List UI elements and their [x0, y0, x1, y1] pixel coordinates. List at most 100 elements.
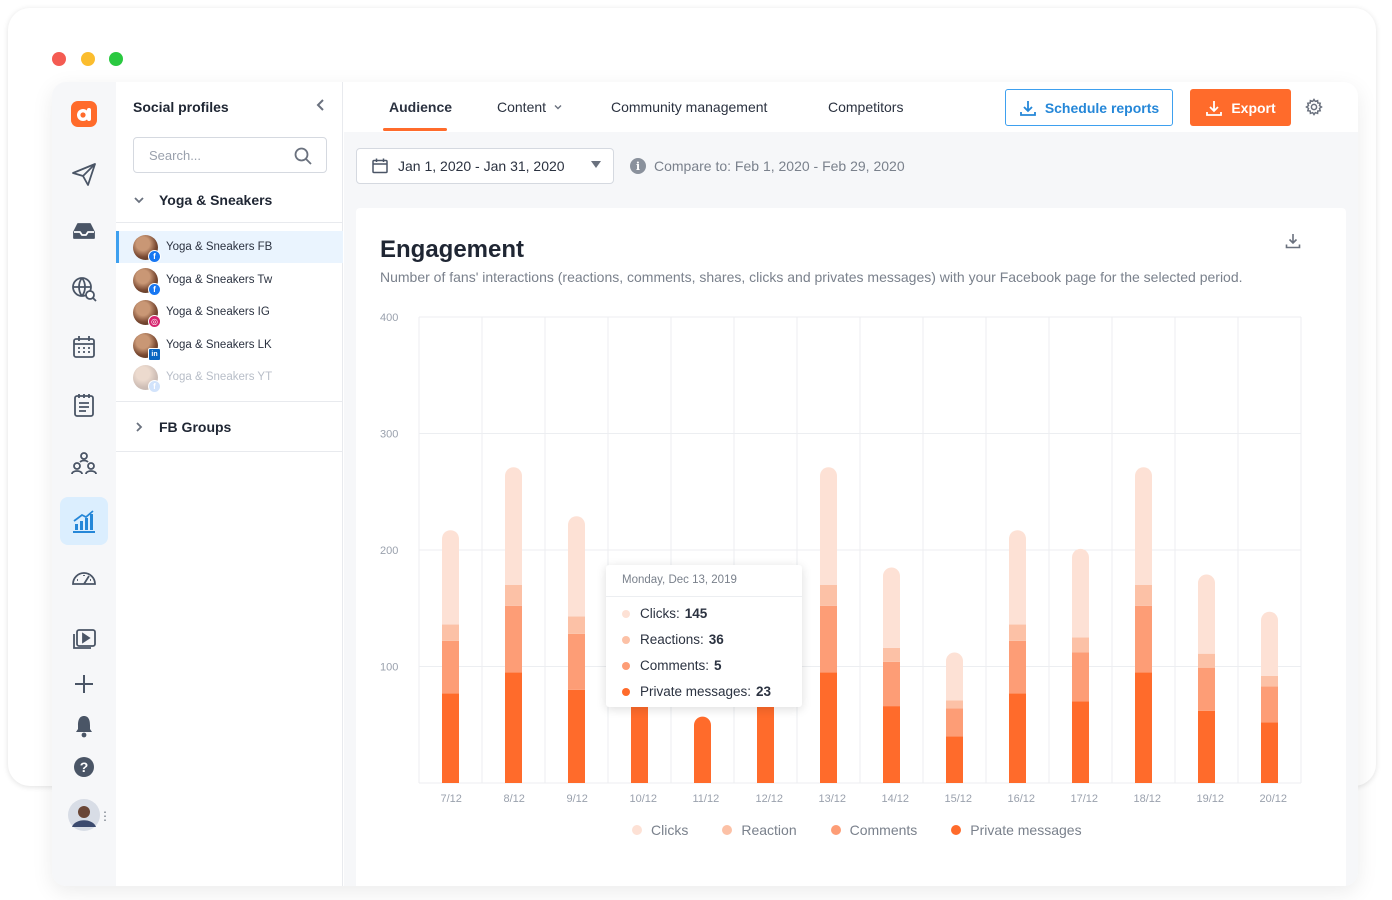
x-tick-label: 14/12 [882, 793, 910, 805]
legend-dot [722, 825, 733, 835]
profile-label: Yoga & Sneakers Tw [166, 274, 273, 286]
bar-segment-private-messages [694, 716, 711, 783]
x-tick-label: 18/12 [1134, 793, 1162, 805]
bar-segment-comments [1261, 686, 1278, 723]
bar-segment-reaction [568, 616, 585, 634]
divider [116, 451, 343, 452]
divider [116, 222, 343, 223]
export-label: Export [1231, 99, 1276, 116]
help-icon[interactable]: ? [60, 743, 108, 791]
tooltip-date: Monday, Dec 13, 2019 [622, 574, 737, 586]
calendar-icon[interactable] [60, 323, 108, 371]
x-tick-label: 16/12 [1008, 793, 1036, 805]
publish-icon[interactable] [60, 150, 108, 198]
maximize-window-dot[interactable] [109, 52, 123, 66]
tab-content[interactable]: Content [497, 99, 563, 115]
legend-item-private-messages[interactable]: Private messages [951, 822, 1082, 838]
x-tick-label: 10/12 [630, 793, 658, 805]
reports-icon[interactable] [60, 497, 108, 545]
profile-item-ig[interactable]: ◎ Yoga & Sneakers IG [116, 296, 343, 328]
help-icon-glyph: ? [80, 759, 89, 775]
legend-item-comments[interactable]: Comments [830, 822, 917, 838]
legend-dot [951, 825, 962, 835]
search-icon [294, 147, 312, 165]
bar-segment-clicks [946, 652, 963, 701]
close-window-dot[interactable] [52, 52, 66, 66]
bar-segment-comments [442, 640, 459, 694]
bar-segment-private-messages [568, 689, 585, 783]
y-tick-label: 400 [380, 312, 398, 324]
legend-label: Clicks [651, 822, 689, 838]
compare-period-text: Compare to: Feb 1, 2020 - Feb 29, 2020 [654, 158, 905, 174]
x-tick-label: 15/12 [945, 793, 973, 805]
media-library-icon[interactable] [60, 613, 108, 661]
bar-segment-comments [1135, 605, 1152, 673]
profile-search-input[interactable]: Search... [133, 137, 327, 173]
bar-segment-comments [568, 633, 585, 690]
card-title: Engagement [380, 236, 525, 263]
profile-item-lk[interactable]: in Yoga & Sneakers LK [116, 329, 343, 361]
user-avatar[interactable]: ⋮ [60, 791, 111, 839]
tooltip-value: 5 [714, 658, 722, 673]
legend-label: Private messages [970, 822, 1082, 838]
planner-icon[interactable] [60, 381, 108, 429]
legend-item-clicks[interactable]: Clicks [632, 822, 688, 838]
tab-audience[interactable]: Audience [389, 99, 453, 115]
profile-item-yt[interactable]: f Yoga & Sneakers YT [116, 361, 343, 393]
bar-segment-private-messages [820, 672, 837, 783]
divider [116, 401, 343, 402]
download-chart-icon[interactable] [1284, 232, 1302, 250]
bar-segment-reaction [1009, 624, 1026, 641]
profile-group-header[interactable]: Yoga & Sneakers [133, 192, 272, 208]
instagram-icon: ◎ [148, 314, 161, 328]
active-tab-indicator [383, 128, 447, 131]
listening-icon[interactable] [60, 265, 108, 313]
bar-segment-clicks [505, 467, 522, 585]
calendar-icon [372, 158, 388, 174]
chevron-down-icon [134, 197, 144, 204]
add-icon[interactable] [60, 660, 108, 708]
x-tick-label: 7/12 [441, 793, 462, 805]
minimize-window-dot[interactable] [81, 52, 95, 66]
x-tick-label: 9/12 [567, 793, 588, 805]
tab-competitors[interactable]: Competitors [828, 99, 904, 115]
collapse-sidebar-icon[interactable] [314, 98, 328, 117]
schedule-reports-button[interactable]: Schedule reports [1005, 89, 1173, 126]
legend-dot [622, 609, 630, 618]
gear-icon[interactable] [1305, 98, 1323, 116]
dashboard-icon[interactable] [60, 555, 108, 603]
tab-community-management[interactable]: Community management [611, 99, 768, 115]
notification-icon[interactable] [60, 702, 108, 750]
more-menu-icon[interactable]: ⋮ [99, 809, 111, 823]
app-container: ? ⋮ Social profiles Search... Yoga & Sne… [52, 82, 1358, 886]
reports-main: Audience Content Community management Co… [344, 82, 1358, 886]
date-range-picker[interactable]: Jan 1, 2020 - Jan 31, 2020 [356, 148, 614, 184]
engagement-card: Engagement Number of fans' interactions … [356, 208, 1346, 886]
bar-segment-reaction [1198, 653, 1215, 668]
icon-rail: ? ⋮ [52, 82, 116, 886]
chart-tooltip: Monday, Dec 13, 2019 Clicks: 145 Reaction… [606, 565, 802, 707]
legend-item-reaction[interactable]: Reaction [722, 822, 797, 838]
agorapulse-logo[interactable] [60, 90, 108, 138]
tooltip-label: Clicks: [640, 606, 680, 621]
facebook-icon: f [148, 249, 161, 263]
bar-segment-reaction [946, 700, 963, 709]
team-icon[interactable] [60, 439, 108, 487]
bar-segment-clicks [442, 530, 459, 625]
bar-segment-reaction [442, 624, 459, 641]
legend-dot [622, 687, 630, 696]
profile-item-tw[interactable]: f Yoga & Sneakers Tw [116, 264, 343, 296]
bar-segment-clicks [1198, 574, 1215, 654]
legend-dot [632, 825, 642, 835]
x-tick-label: 19/12 [1197, 793, 1225, 805]
bar-segment-reaction [505, 584, 522, 606]
export-button[interactable]: Export [1190, 89, 1291, 126]
bar-segment-comments [1072, 652, 1089, 702]
bar-segment-reaction [1261, 675, 1278, 687]
tooltip-label: Private messages: [640, 684, 752, 699]
profile-item-fb[interactable]: f Yoga & Sneakers FB [116, 231, 343, 263]
info-icon: i [630, 158, 646, 174]
inbox-icon[interactable] [60, 207, 108, 255]
fb-groups-header[interactable]: FB Groups [133, 419, 231, 435]
x-tick-label: 17/12 [1071, 793, 1099, 805]
